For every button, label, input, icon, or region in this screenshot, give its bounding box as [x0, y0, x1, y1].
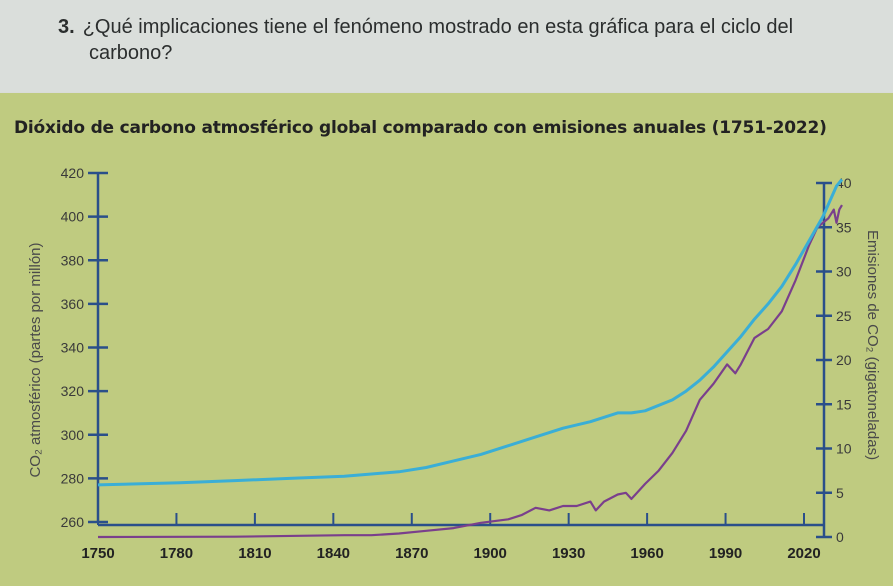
left-tick-label: 300 — [61, 427, 85, 443]
left-tick-label: 420 — [61, 165, 85, 181]
y-axis-left-title: CO₂ atmosférico (partes por millón) — [27, 242, 44, 477]
x-tick-label: 1900 — [474, 545, 507, 562]
question-text: 3. ¿Qué implicaciones tiene el fenómeno m… — [58, 14, 888, 66]
right-tick-label: 35 — [836, 219, 852, 235]
question-number: 3. — [58, 16, 75, 38]
x-tick-label: 1870 — [395, 545, 428, 562]
right-tick-label: 20 — [836, 352, 852, 368]
right-tick-label: 5 — [836, 485, 844, 501]
x-tick-label: 1840 — [317, 545, 350, 562]
left-tick-label: 400 — [61, 209, 85, 225]
right-tick-label: 0 — [836, 529, 844, 545]
right-tick-label: 15 — [836, 396, 852, 412]
x-tick-label: 1810 — [238, 545, 271, 562]
right-tick-label: 30 — [836, 264, 852, 280]
right-tick-label: 10 — [836, 441, 852, 457]
left-tick-label: 340 — [61, 340, 85, 356]
x-tick-label: 1780 — [160, 545, 193, 562]
emissions-series-line — [97, 204, 843, 539]
co2-ppm-series-line — [97, 178, 844, 487]
y-axis-right-title: Emisiones de CO₂ (gigatoneladas) — [864, 230, 881, 460]
x-tick-label: 1960 — [630, 545, 663, 562]
left-tick-label: 260 — [61, 514, 85, 530]
chart-panel — [0, 93, 893, 586]
left-tick-label: 360 — [61, 296, 85, 312]
right-tick-label: 25 — [836, 308, 852, 324]
page-header-area — [0, 0, 893, 92]
question-line-1: ¿Qué implicaciones tiene el fenómeno mos… — [82, 16, 794, 38]
x-tick-label: 1930 — [552, 545, 585, 562]
right-tick-label: 40 — [836, 175, 852, 191]
x-tick-label: 1990 — [709, 545, 742, 562]
x-tick-label: 1750 — [81, 545, 114, 562]
left-tick-label: 380 — [61, 252, 85, 268]
x-tick-label: 2020 — [787, 545, 820, 562]
left-tick-label: 320 — [61, 383, 85, 399]
left-tick-label: 280 — [61, 470, 85, 486]
question-line-2: carbono? — [89, 42, 173, 64]
chart-title: Dióxido de carbono atmosférico global co… — [14, 118, 827, 138]
